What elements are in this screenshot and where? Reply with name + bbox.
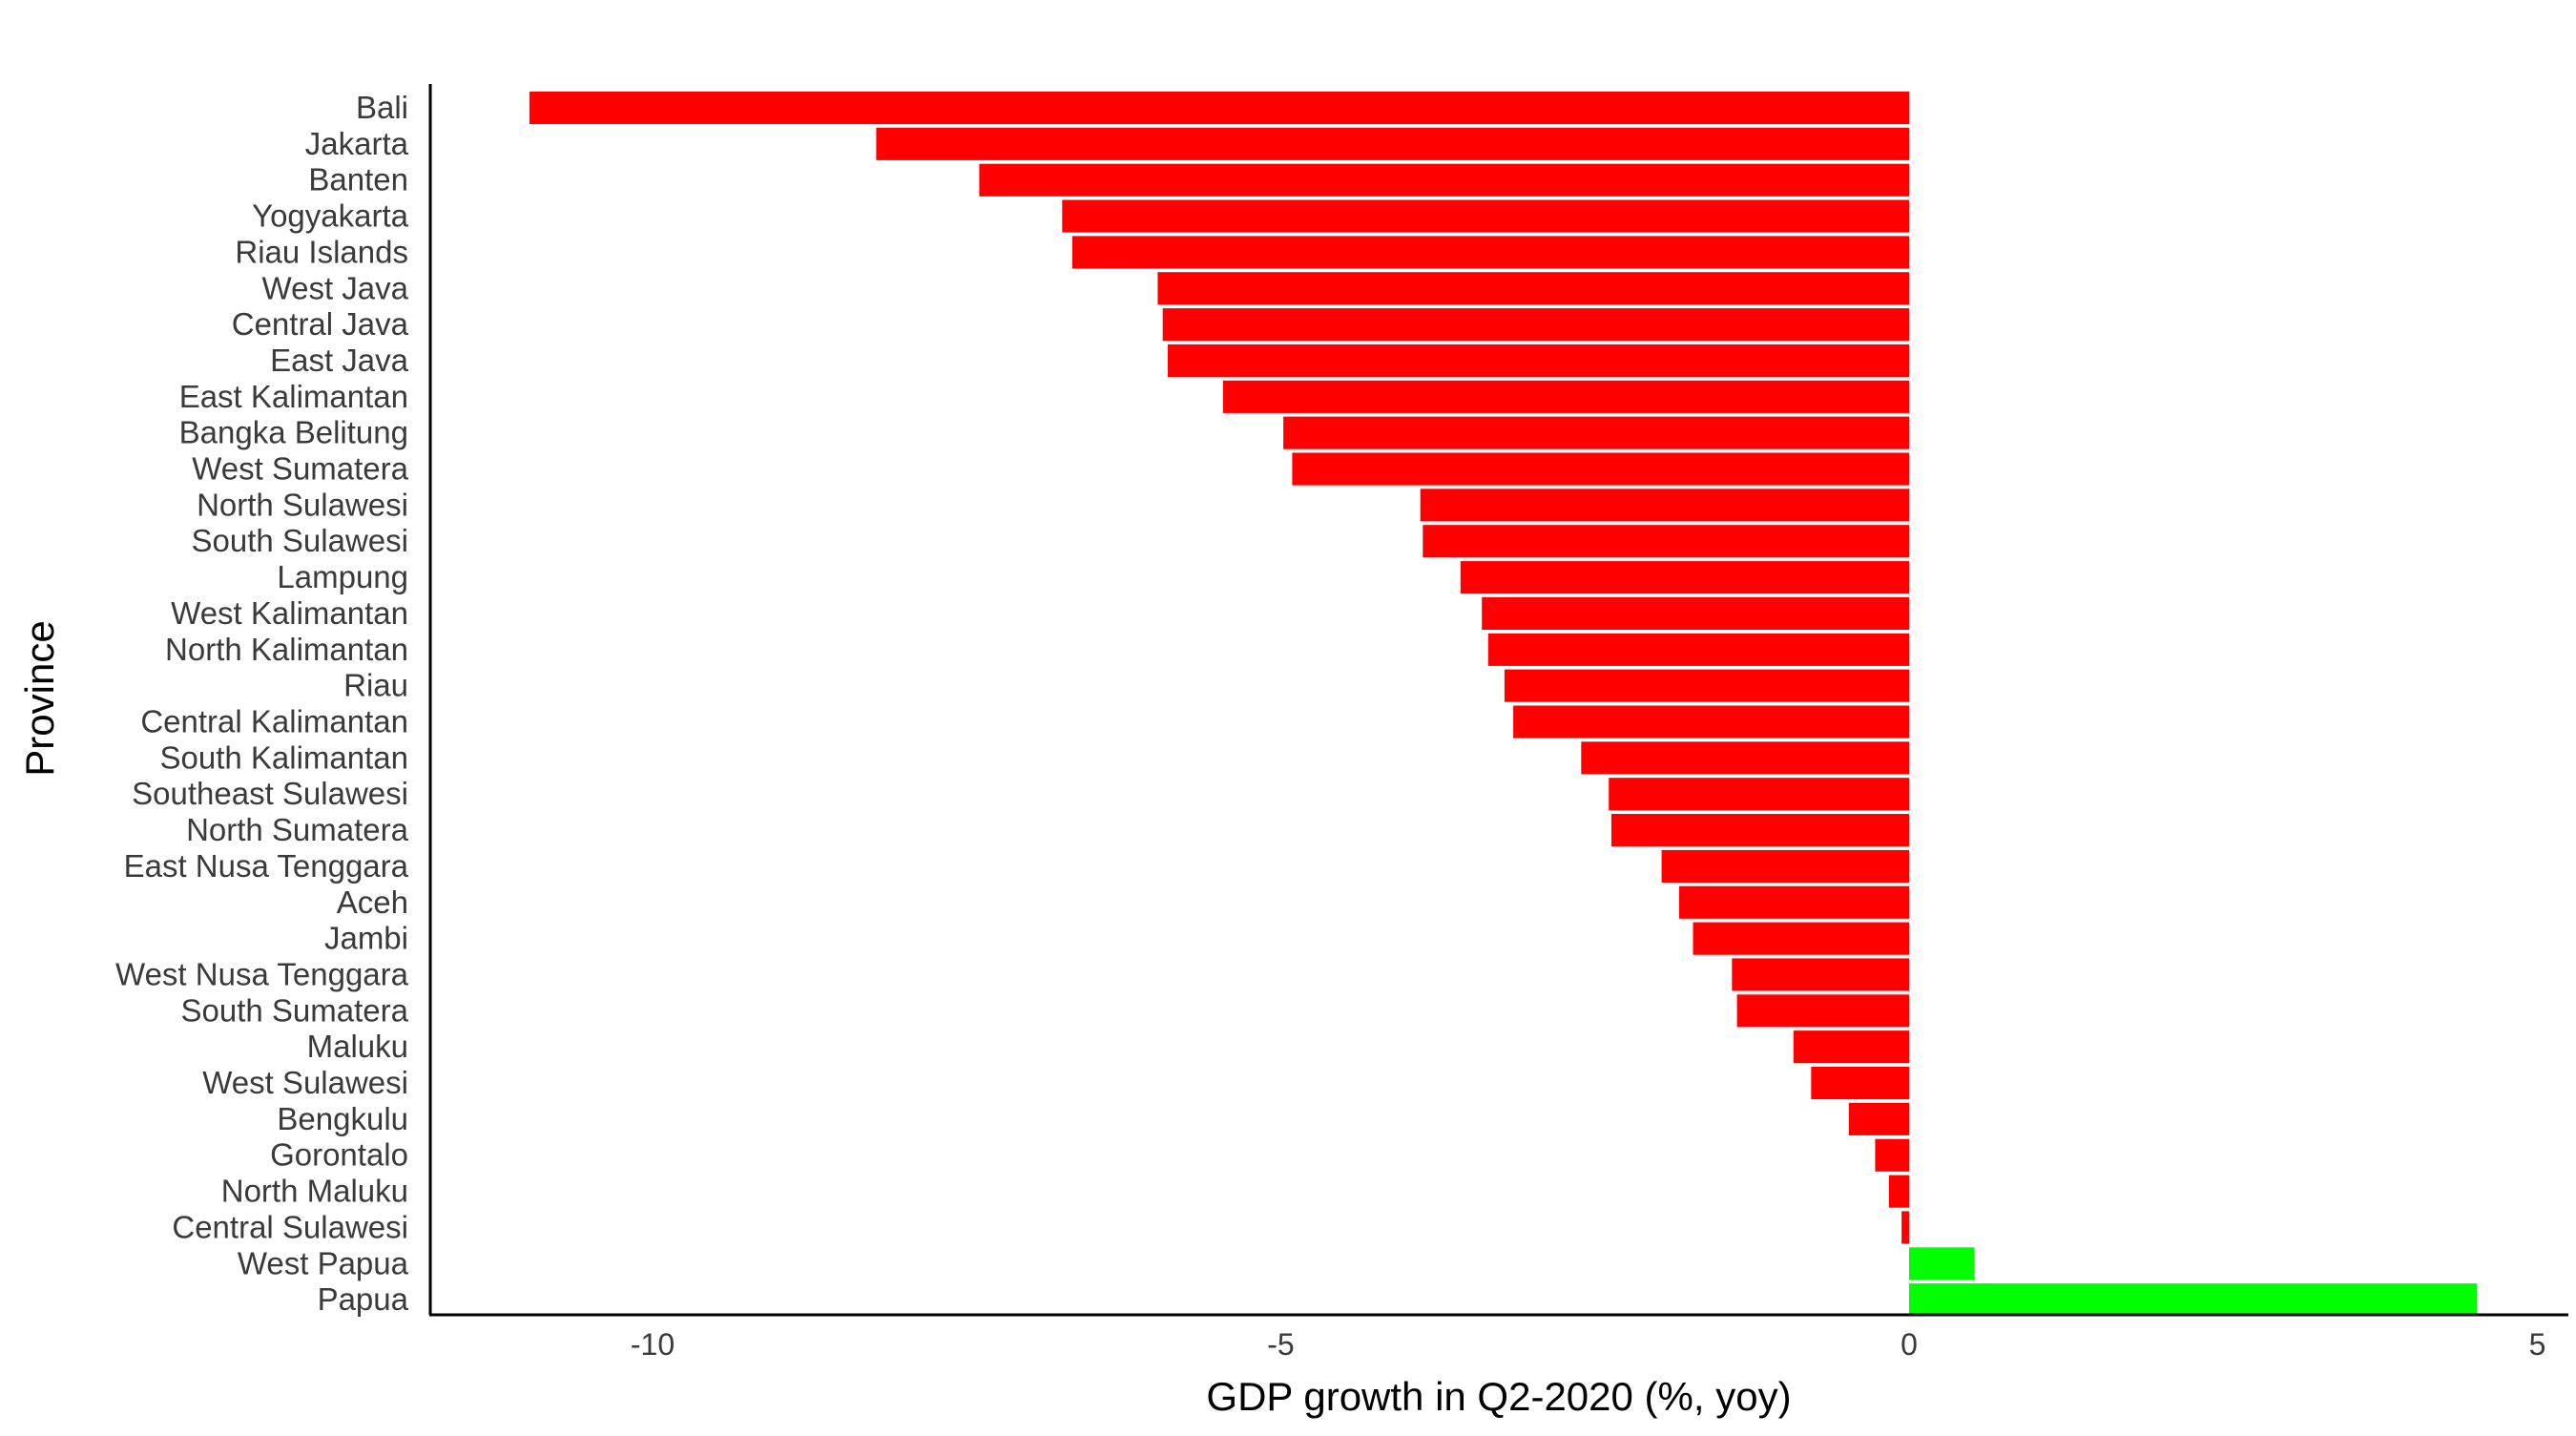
x-tick-label: -10 xyxy=(631,1327,675,1362)
category-label: West Java xyxy=(262,270,409,305)
bar-west-kalimantan xyxy=(1482,596,1909,630)
category-label: East Kalimantan xyxy=(179,379,408,414)
bar-central-sulawesi xyxy=(1901,1211,1909,1244)
bar-north-maluku xyxy=(1888,1175,1909,1208)
bar-bali xyxy=(529,92,1909,125)
y-axis-title: Province xyxy=(17,620,62,776)
category-label: Jakarta xyxy=(305,126,409,161)
bar-central-kalimantan xyxy=(1513,705,1909,739)
bar-maluku xyxy=(1793,1030,1909,1064)
category-label: West Papua xyxy=(238,1245,409,1280)
bar-west-sulawesi xyxy=(1811,1067,1909,1100)
category-label: Bali xyxy=(356,90,408,125)
category-label: Yogyakarta xyxy=(252,198,409,234)
bar-south-sulawesi xyxy=(1423,525,1909,558)
bar-lampung xyxy=(1460,561,1909,594)
category-label: East Nusa Tenggara xyxy=(124,848,409,884)
category-label: South Sumatera xyxy=(181,992,409,1028)
category-label: Bangka Belitung xyxy=(179,415,408,450)
category-label: Riau xyxy=(343,668,408,703)
category-label: South Kalimantan xyxy=(159,739,408,775)
x-tick-label: -5 xyxy=(1267,1327,1294,1362)
bar-riau-islands xyxy=(1071,236,1909,269)
category-label: Papua xyxy=(318,1281,409,1317)
category-label: Central Java xyxy=(232,306,409,342)
category-label: Central Sulawesi xyxy=(172,1209,408,1244)
category-label: West Sumatera xyxy=(192,451,408,487)
category-label: Banten xyxy=(308,162,408,198)
bar-jambi xyxy=(1693,922,1909,955)
category-label: West Kalimantan xyxy=(171,595,408,631)
bar-west-java xyxy=(1157,272,1909,305)
bar-north-sulawesi xyxy=(1420,489,1909,522)
bar-south-sumatera xyxy=(1736,994,1909,1028)
bar-west-papua xyxy=(1909,1247,1975,1280)
bar-north-kalimantan xyxy=(1487,633,1909,666)
category-label: Maluku xyxy=(307,1029,408,1064)
category-label: Lampung xyxy=(277,559,408,594)
bar-jakarta xyxy=(876,127,1909,160)
x-tick-label: 5 xyxy=(2529,1327,2546,1362)
bar-central-java xyxy=(1162,308,1909,342)
bar-yogyakarta xyxy=(1062,199,1909,233)
category-label: East Java xyxy=(270,343,409,378)
category-label: Jambi xyxy=(324,921,408,956)
bar-east-kalimantan xyxy=(1222,380,1909,413)
category-label: Gorontalo xyxy=(270,1137,408,1173)
category-label: West Nusa Tenggara xyxy=(115,957,409,992)
bar-east-java xyxy=(1168,343,1909,377)
bar-east-nusa-tenggara xyxy=(1661,849,1909,883)
category-label: Bengkulu xyxy=(277,1101,408,1136)
bar-aceh xyxy=(1679,885,1909,919)
category-label: North Maluku xyxy=(221,1174,408,1209)
category-label: Aceh xyxy=(337,884,408,920)
category-label: North Sulawesi xyxy=(197,487,408,522)
bar-southeast-sulawesi xyxy=(1609,778,1909,811)
category-label: Riau Islands xyxy=(235,234,408,269)
bar-west-sumatera xyxy=(1292,452,1909,486)
category-label: North Kalimantan xyxy=(165,632,408,667)
x-axis-title: GDP growth in Q2-2020 (%, yoy) xyxy=(1206,1374,1791,1419)
category-label: Central Kalimantan xyxy=(140,704,408,739)
bar-papua xyxy=(1909,1283,2478,1317)
bar-west-nusa-tenggara xyxy=(1732,958,1909,991)
bar-banten xyxy=(979,163,1909,197)
bar-bengkulu xyxy=(1848,1102,1909,1135)
bar-north-sumatera xyxy=(1610,814,1909,847)
bar-bangka-belitung xyxy=(1283,416,1909,449)
x-tick-label: 0 xyxy=(1901,1327,1918,1362)
bar-riau xyxy=(1504,669,1909,702)
bar-south-kalimantan xyxy=(1581,741,1909,775)
bar-gorontalo xyxy=(1875,1138,1909,1172)
category-label: North Sumatera xyxy=(186,812,409,847)
category-label: West Sulawesi xyxy=(202,1065,408,1100)
category-label: Southeast Sulawesi xyxy=(132,776,408,811)
category-label: South Sulawesi xyxy=(192,523,408,558)
